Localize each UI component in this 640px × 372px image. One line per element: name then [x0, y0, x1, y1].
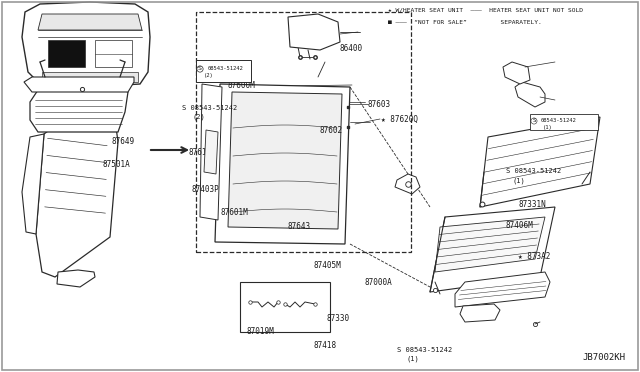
Text: S: S [198, 67, 202, 71]
Polygon shape [288, 14, 340, 50]
Polygon shape [200, 84, 222, 220]
Text: JB7002KH: JB7002KH [582, 353, 625, 362]
Polygon shape [22, 2, 150, 87]
Polygon shape [204, 130, 218, 174]
Text: (2): (2) [192, 114, 205, 121]
Text: 08543-51242: 08543-51242 [208, 65, 244, 71]
Text: (1): (1) [512, 177, 525, 184]
Polygon shape [24, 77, 134, 92]
Polygon shape [42, 72, 138, 82]
Bar [240, 282, 330, 332]
Text: ★ 873A2: ★ 873A2 [518, 252, 551, 261]
Polygon shape [95, 40, 132, 67]
Text: 87600M: 87600M [227, 81, 255, 90]
Text: 87610M: 87610M [189, 148, 216, 157]
Text: S 08543-51242: S 08543-51242 [182, 105, 237, 111]
Text: 87330: 87330 [326, 314, 349, 323]
Text: 87602: 87602 [320, 126, 343, 135]
Text: ■ ———  “NOT FOR SALE”         SEPARATELY.: ■ ——— “NOT FOR SALE” SEPARATELY. [388, 19, 541, 25]
Polygon shape [480, 117, 600, 207]
Text: 87406M: 87406M [506, 221, 533, 230]
Polygon shape [430, 207, 555, 292]
Text: (1): (1) [543, 125, 553, 131]
Text: (2): (2) [204, 74, 214, 78]
FancyBboxPatch shape [196, 60, 251, 82]
Text: 87418: 87418 [314, 341, 337, 350]
Text: 87331N: 87331N [518, 200, 546, 209]
Text: 87019M: 87019M [246, 327, 274, 336]
Text: 86400: 86400 [339, 44, 362, 53]
Text: 87649: 87649 [112, 137, 135, 146]
Polygon shape [395, 174, 420, 194]
Polygon shape [460, 304, 500, 322]
Text: 08543-51242: 08543-51242 [541, 118, 577, 122]
Text: 87601M: 87601M [221, 208, 248, 217]
Text: ★ 87620Q: ★ 87620Q [381, 115, 418, 124]
Text: 87405M: 87405M [314, 262, 341, 270]
Polygon shape [48, 40, 85, 67]
Text: 87603: 87603 [368, 100, 391, 109]
Text: ★ W/HEATER SEAT UNIT  ———  HEATER SEAT UNIT NOT SOLD: ★ W/HEATER SEAT UNIT ——— HEATER SEAT UNI… [388, 7, 583, 13]
Polygon shape [515, 82, 545, 107]
Text: S 08543-51242: S 08543-51242 [506, 168, 561, 174]
Text: 87403P: 87403P [192, 185, 220, 194]
Text: 87000A: 87000A [365, 278, 392, 287]
FancyBboxPatch shape [530, 114, 598, 130]
Text: 87643: 87643 [288, 222, 311, 231]
Polygon shape [22, 134, 44, 234]
Polygon shape [215, 84, 350, 244]
Text: S 08543-51242: S 08543-51242 [397, 347, 452, 353]
Polygon shape [503, 62, 530, 84]
Polygon shape [30, 87, 128, 132]
Text: (1): (1) [406, 356, 419, 362]
Text: 87501A: 87501A [102, 160, 130, 169]
Polygon shape [57, 270, 95, 287]
Polygon shape [455, 272, 550, 307]
Polygon shape [36, 94, 118, 277]
Text: S: S [532, 119, 536, 124]
Polygon shape [435, 217, 545, 272]
Polygon shape [228, 92, 342, 229]
Polygon shape [38, 14, 142, 30]
